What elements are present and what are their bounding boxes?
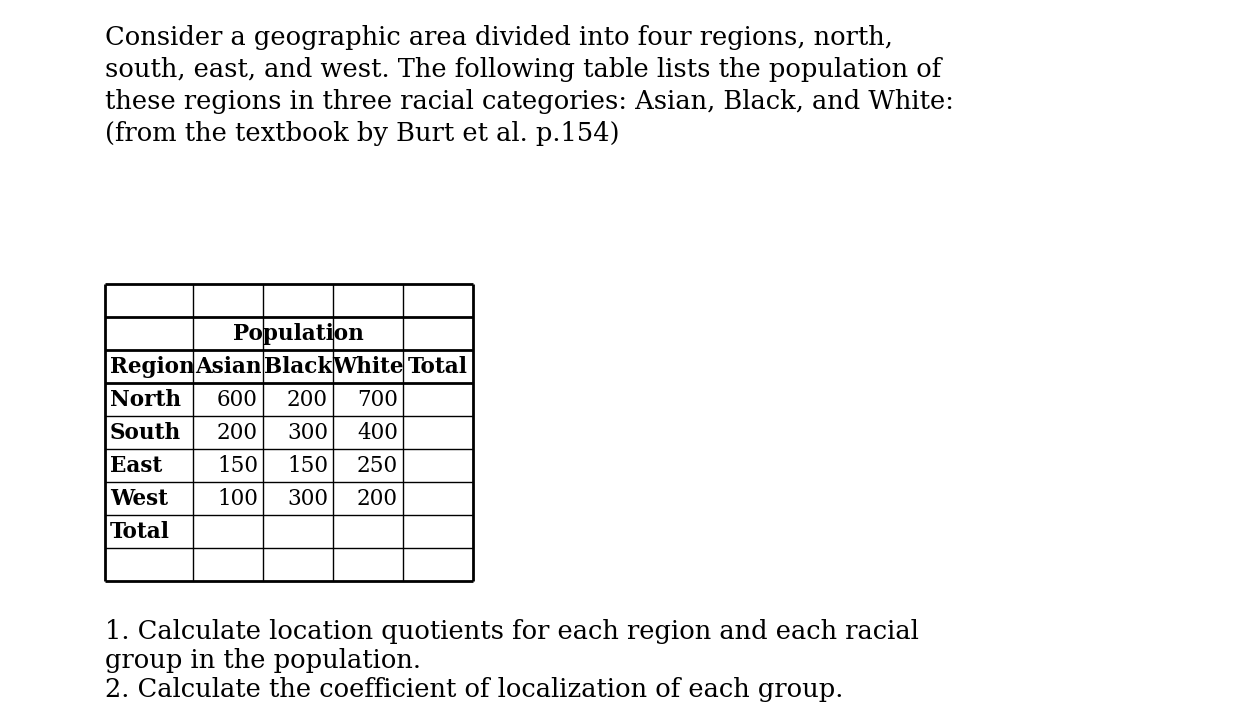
Text: Asian: Asian [195,356,261,378]
Text: south, east, and west. The following table lists the population of: south, east, and west. The following tab… [106,57,941,82]
Text: Total: Total [409,356,468,378]
Text: 150: 150 [217,455,258,477]
Text: (from the textbook by Burt et al. p.154): (from the textbook by Burt et al. p.154) [106,121,620,146]
Text: 2. Calculate the coefficient of localization of each group.: 2. Calculate the coefficient of localiza… [106,677,843,702]
Text: Black: Black [263,356,332,378]
Text: North: North [111,389,181,411]
Text: Total: Total [111,521,170,543]
Text: 200: 200 [287,389,328,411]
Text: these regions in three racial categories: Asian, Black, and White:: these regions in three racial categories… [106,89,954,114]
Text: Region: Region [111,356,195,378]
Text: 1. Calculate location quotients for each region and each racial: 1. Calculate location quotients for each… [106,619,919,644]
Text: West: West [111,488,168,510]
Text: 250: 250 [356,455,397,477]
Text: White: White [333,356,404,378]
Text: 100: 100 [217,488,258,510]
Text: 300: 300 [287,421,328,444]
Text: 200: 200 [217,421,258,444]
Text: 700: 700 [358,389,397,411]
Text: group in the population.: group in the population. [106,648,421,673]
Text: 400: 400 [358,421,397,444]
Text: Consider a geographic area divided into four regions, north,: Consider a geographic area divided into … [106,25,893,49]
Text: 150: 150 [287,455,328,477]
Text: 200: 200 [356,488,397,510]
Text: Population: Population [232,322,364,345]
Text: 300: 300 [287,488,328,510]
Text: South: South [111,421,181,444]
Text: 600: 600 [217,389,258,411]
Text: East: East [111,455,163,477]
